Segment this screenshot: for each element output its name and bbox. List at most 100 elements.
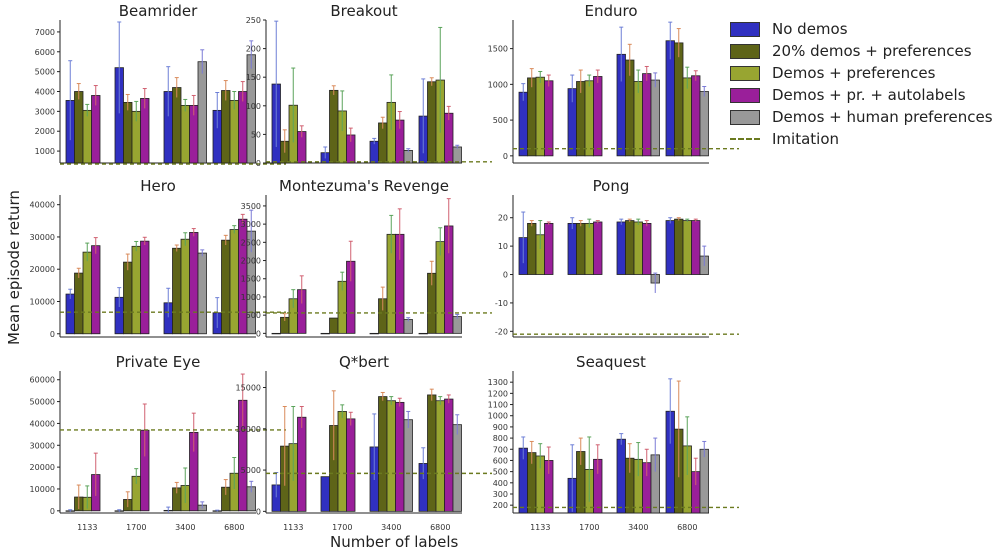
legend-item: Demos + human preferences [730,106,993,128]
subplot-title: Seaquest [576,353,646,371]
y-tick-label: 60000 [30,376,55,385]
bar [271,332,281,335]
legend-label: Demos + preferences [772,64,936,82]
y-tick-label: 5000 [35,68,55,77]
y-tick-label: 200 [493,501,508,510]
bar [567,222,577,275]
subplot-title: Pong [593,177,630,195]
x-tick-label: 1700 [126,523,146,532]
bar [625,220,635,275]
legend-label: Demos + human preferences [772,108,993,126]
bar [682,220,692,275]
subplot-title: Montezuma's Revenge [279,177,449,195]
y-tick-label: 4000 [35,88,55,97]
y-tick-label: 100 [246,102,261,111]
y-tick-label: 30000 [30,441,55,450]
bar [403,150,413,164]
subplot-title: Q*bert [339,353,389,371]
bar [378,122,388,164]
y-axis-label: Mean episode return [5,190,23,345]
bar [74,91,84,164]
bar [221,239,231,335]
y-tick-label: 1500 [488,45,508,54]
bar [180,238,190,335]
y-tick-label: 900 [493,423,508,432]
bar [544,222,554,275]
y-tick-label: 7000 [35,28,55,37]
legend-label: Demos + pr. + autolabels [772,86,966,104]
y-tick-label: 3500 [241,202,261,211]
bar [140,240,150,335]
bar [329,89,339,164]
y-tick-label: 0 [50,330,55,339]
bar [82,251,92,335]
bar [665,220,675,275]
bar [172,87,182,164]
bar [674,218,684,275]
y-tick-label: 3000 [35,107,55,116]
bar [403,319,413,334]
bar [435,400,445,512]
bar [518,91,528,157]
bar [229,229,239,335]
y-tick-label: 1200 [488,389,508,398]
bar [616,438,626,514]
bar [427,81,437,164]
y-tick-label: 800 [493,434,508,443]
bar [180,105,190,164]
y-tick-label: 15000 [236,384,261,393]
bar [297,416,307,512]
bar [427,394,437,512]
y-tick-label: 10 [498,242,508,251]
bar [386,400,396,512]
y-tick-label: 500 [246,311,261,320]
bar [229,100,239,164]
bar [452,316,462,334]
bar [535,76,545,157]
bar [642,222,652,275]
bar [131,245,141,335]
y-tick-label: 6000 [35,48,55,57]
x-tick-label: 1133 [283,523,303,532]
legend-label: No demos [772,20,848,38]
bar [197,61,207,164]
y-tick-label: 5000 [241,466,261,475]
bar [403,419,413,512]
y-tick-label: 200 [246,45,261,54]
x-tick-label: 6800 [430,523,450,532]
bar [320,332,330,335]
y-tick-label: 0 [256,159,261,168]
bar [221,90,231,164]
bar [337,411,347,512]
y-tick-label: 0 [256,507,261,516]
x-tick-label: 1700 [579,523,599,532]
y-tick-label: 2500 [241,238,261,247]
x-tick-label: 3400 [381,523,401,532]
bar [544,80,554,157]
y-tick-label: 150 [246,73,261,82]
legend-label: Imitation [772,130,840,148]
x-tick-label: 3400 [175,523,195,532]
bar [699,448,709,514]
bar [691,220,701,275]
y-tick-label: 1500 [241,275,261,284]
y-tick-label: 1000 [241,293,261,302]
y-tick-label: -20 [495,327,508,336]
subplot-title: Enduro [584,2,637,20]
y-tick-label: 400 [493,479,508,488]
y-tick-label: 300 [493,490,508,499]
y-tick-label: 50 [251,130,261,139]
legend-swatch [730,65,760,81]
y-tick-label: -10 [495,299,508,308]
y-tick-label: 0 [256,329,261,338]
x-tick-label: 3400 [628,523,648,532]
bar [616,221,626,275]
bar [65,293,75,335]
y-tick-label: 1300 [488,378,508,387]
bar [674,42,684,157]
bar [197,252,207,335]
bar [189,232,199,335]
legend-swatch [730,109,760,125]
y-tick-label: 0 [503,152,508,161]
